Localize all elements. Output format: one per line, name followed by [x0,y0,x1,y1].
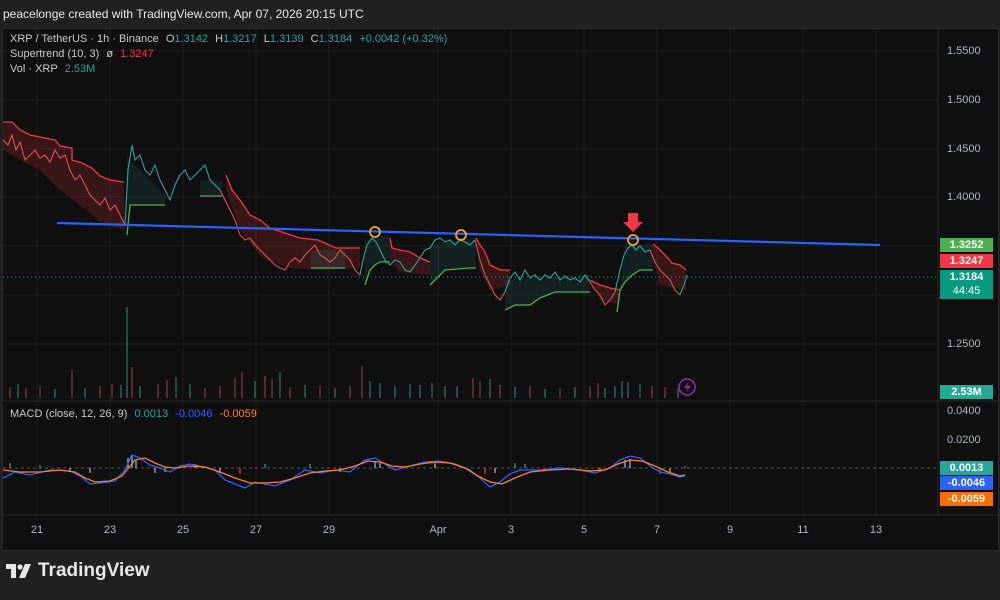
time-tick: 29 [322,524,336,536]
tradingview-brand[interactable]: TradingView [6,560,150,582]
price-tick: 1.4500 [947,143,981,155]
lightning-badge[interactable] [678,378,696,396]
macd-signal-value: -0.0059 [219,408,257,420]
price-tick: 1.5000 [947,94,981,106]
macd-tick: 0.0400 [947,405,981,417]
macd-histogram [9,456,686,474]
touch-circle-3[interactable] [627,234,639,246]
last-price-value: 1.3184 [949,271,984,283]
low-value: 1.3139 [269,33,304,45]
descending-trendline[interactable] [56,221,881,247]
volume-legend[interactable]: Vol · XRP 2.53M [10,63,99,75]
time-tick: 5 [580,524,588,536]
price-candles [2,133,688,306]
macd-tick: 0.0200 [947,434,981,446]
trendline-price-tag: 1.3252 [940,238,993,252]
supertrend-down-band [3,121,687,305]
macd-line [2,454,686,489]
low-label: L [263,33,270,45]
supertrend-up-band [126,155,653,313]
touch-circle-1[interactable] [369,226,381,238]
supertrend-price-tag: 1.3247 [940,254,993,268]
symbol-legend[interactable]: XRP / TetherUS · 1h · Binance O1.3142 H1… [10,33,451,45]
price-tick: 1.2500 [947,338,981,350]
close-label: C [310,33,319,45]
lightning-icon [684,381,691,393]
symbol-name[interactable]: XRP / TetherUS · 1h · Binance [10,33,159,45]
time-tick: Apr [429,524,447,536]
chart-frame[interactable] [2,28,999,551]
time-tick: 7 [653,524,661,536]
tradingview-logo-icon [6,564,31,578]
time-tick: 23 [103,524,117,536]
high-label: H [215,33,224,45]
macd-legend[interactable]: MACD (close, 12, 26, 9) 0.0013 -0.0046 -… [10,408,261,420]
macd-signal-tag: -0.0059 [940,492,993,506]
open-label: O [165,33,175,45]
macd-hist-tag: 0.0013 [940,461,993,475]
time-tick: 11 [797,524,809,536]
macd-hist-value: 0.0013 [134,408,169,420]
change-value: +0.0042 (+0.32%) [359,33,448,45]
open-value: 1.3142 [174,33,209,45]
last-price-tag: 1.3184 44:45 [940,270,993,299]
supertrend-value: 1.3247 [120,48,154,60]
macd-signal-line [2,457,686,485]
bar-countdown: 44:45 [952,285,981,297]
high-value: 1.3217 [223,33,257,45]
touch-circle-2[interactable] [455,229,467,241]
supertrend-label[interactable]: Supertrend (10, 3) [10,48,100,60]
eye-hidden-icon[interactable]: ø [106,48,114,60]
macd-line-value: -0.0046 [175,408,213,420]
volume-bars [9,307,679,398]
volume-tag: 2.53M [940,385,993,399]
supertrend-legend[interactable]: Supertrend (10, 3) ø 1.3247 [10,48,158,60]
price-tick: 1.5500 [947,45,981,57]
brand-name: TradingView [38,560,150,581]
macd-line-tag: -0.0046 [940,476,993,490]
down-arrow-icon[interactable] [623,213,643,232]
macd-label[interactable]: MACD (close, 12, 26, 9) [10,408,128,420]
price-tick: 1.4000 [947,191,981,203]
time-tick: 9 [726,524,734,536]
volume-value: 2.53M [64,63,96,75]
volume-label[interactable]: Vol · XRP [10,63,58,75]
chart-credit: peacelonge created with TradingView.com,… [0,0,1000,28]
grid-lines [3,29,938,515]
time-tick: 25 [176,524,190,536]
close-value: 1.3184 [318,33,353,45]
time-tick: 13 [869,524,883,536]
time-tick: 3 [507,524,515,536]
time-tick: 21 [30,524,44,536]
time-tick: 27 [249,524,263,536]
